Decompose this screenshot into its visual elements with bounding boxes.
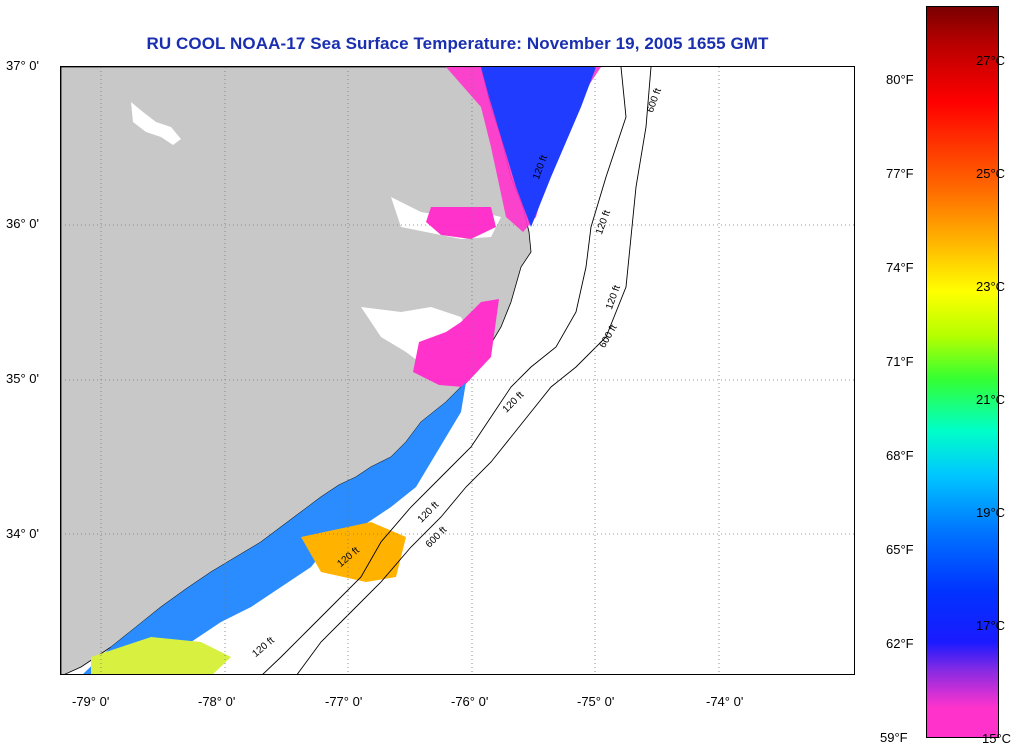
sst-map[interactable]: 600 ft 120 ft 120 ft 120 ft 600 ft 120 f…: [60, 66, 855, 675]
celsius-label: 17°C: [976, 618, 1006, 633]
sst-coastal-blue: [83, 382, 466, 674]
sst-yellow-south: [91, 637, 231, 674]
map-canvas: [61, 67, 854, 674]
fahrenheit-label: 59°F: [880, 730, 908, 745]
fahrenheit-label: 68°F: [886, 448, 914, 463]
map-title: RU COOL NOAA-17 Sea Surface Temperature:…: [146, 34, 769, 53]
longitude-label: -78° 0': [198, 694, 236, 709]
latitude-label: 37° 0': [6, 58, 39, 73]
fahrenheit-label: 62°F: [886, 636, 914, 651]
celsius-label: 23°C: [976, 279, 1006, 294]
latitude-label: 35° 0': [6, 371, 39, 386]
celsius-label: 27°C: [976, 53, 1006, 68]
celsius-label: 21°C: [976, 392, 1006, 407]
temperature-colorbar: [926, 6, 999, 738]
celsius-label: 15°C: [982, 731, 1012, 746]
latitude-label: 34° 0': [6, 526, 39, 541]
grid: [61, 67, 854, 674]
sst-warm-patch: [301, 522, 406, 582]
longitude-label: -76° 0': [451, 694, 489, 709]
sst-north-blue: [481, 67, 596, 227]
contour-120ft: [262, 67, 627, 674]
celsius-label: 25°C: [976, 166, 1006, 181]
sound-water: [361, 197, 501, 367]
fahrenheit-label: 74°F: [886, 260, 914, 275]
longitude-label: -79° 0': [72, 694, 110, 709]
longitude-label: -74° 0': [706, 694, 744, 709]
fahrenheit-label: 65°F: [886, 542, 914, 557]
fahrenheit-label: 80°F: [886, 72, 914, 87]
longitude-label: -77° 0': [325, 694, 363, 709]
fahrenheit-label: 71°F: [886, 354, 914, 369]
latitude-label: 36° 0': [6, 216, 39, 231]
contour-600ft: [296, 67, 652, 674]
celsius-label: 19°C: [976, 505, 1006, 520]
sst-pamlico-cold: [413, 299, 499, 387]
sst-sound-cold: [426, 207, 496, 239]
longitude-label: -75° 0': [577, 694, 615, 709]
fahrenheit-label: 77°F: [886, 166, 914, 181]
inland-water: [131, 102, 181, 145]
